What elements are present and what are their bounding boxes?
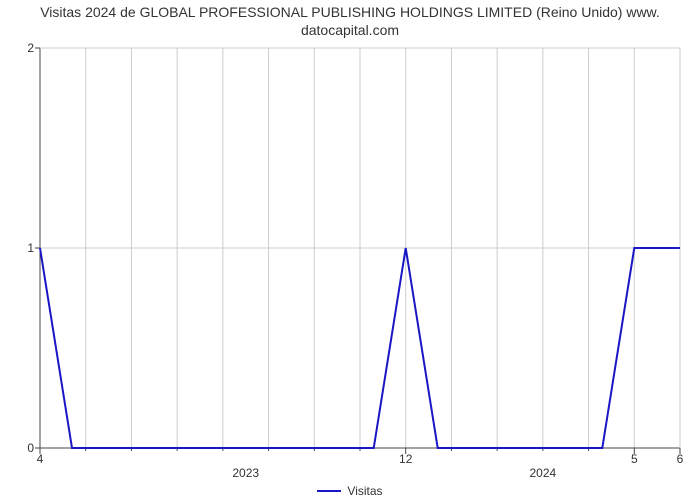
title-line2: datocapital.com bbox=[301, 22, 399, 38]
x-year-label: 2023 bbox=[232, 466, 259, 480]
x-tick-label: 6 bbox=[677, 452, 684, 466]
y-tick-label: 1 bbox=[18, 241, 34, 255]
x-tick-label: 12 bbox=[399, 452, 412, 466]
plot-svg bbox=[40, 48, 680, 448]
legend-label: Visitas bbox=[347, 484, 382, 498]
legend-swatch bbox=[317, 490, 341, 492]
y-tick-label: 2 bbox=[18, 41, 34, 55]
chart-container: Visitas 2024 de GLOBAL PROFESSIONAL PUBL… bbox=[0, 0, 700, 500]
legend: Visitas bbox=[0, 483, 700, 498]
x-year-label: 2024 bbox=[529, 466, 556, 480]
x-tick-label: 4 bbox=[37, 452, 44, 466]
x-tick-label: 5 bbox=[631, 452, 638, 466]
y-tick-label: 0 bbox=[18, 441, 34, 455]
chart-title: Visitas 2024 de GLOBAL PROFESSIONAL PUBL… bbox=[0, 4, 700, 39]
title-line1: Visitas 2024 de GLOBAL PROFESSIONAL PUBL… bbox=[40, 4, 660, 20]
plot-area bbox=[40, 48, 680, 448]
